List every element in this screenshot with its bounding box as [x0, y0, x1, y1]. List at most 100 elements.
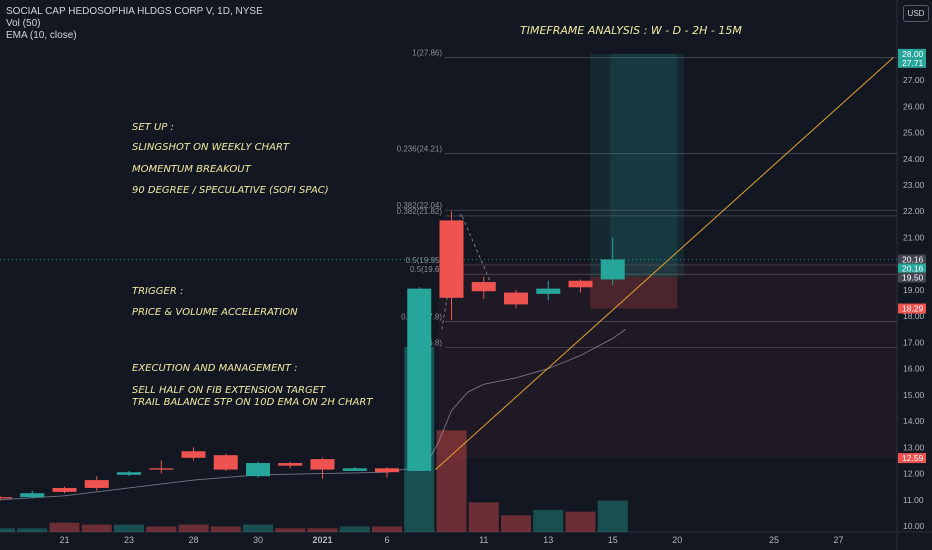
volume-bar	[436, 430, 467, 532]
price-tick-label: 25.00	[903, 128, 925, 138]
volume-bar	[243, 524, 273, 532]
price-marker-bg	[898, 453, 926, 464]
price-marker-label: 28.00	[902, 49, 924, 59]
candle-body	[181, 451, 206, 458]
execution-title: EXECUTION AND MANAGEMENT :	[132, 363, 298, 374]
fib-level-label: 0.5(19.95)	[406, 256, 443, 265]
chart-legend: SOCIAL CAP HEDOSOPHIA HLDGS CORP V, 1D, …	[6, 6, 263, 42]
time-tick-label: 2021	[312, 535, 332, 545]
volume-bar	[275, 528, 306, 532]
candle-body	[407, 288, 432, 471]
trend-line	[435, 57, 894, 470]
price-tick-label: 23.00	[903, 180, 925, 190]
ema-indicator-label[interactable]: EMA (10, close)	[6, 30, 77, 41]
candle-body	[149, 468, 174, 470]
time-tick-label: 20	[672, 535, 682, 545]
time-tick-label: 11	[479, 535, 488, 545]
price-tick-label: 15.00	[903, 390, 925, 400]
price-tick-label: 11.00	[903, 495, 924, 505]
time-tick-label: 30	[253, 535, 263, 545]
timeframe-note: TIMEFRAME ANALYSIS : W - D - 2H - 15M	[520, 24, 742, 37]
price-marker-bg	[898, 272, 926, 283]
candle-body	[536, 288, 561, 294]
price-tick-label: 16.00	[903, 364, 925, 374]
candle-body	[471, 282, 496, 292]
volume-bar	[114, 524, 144, 532]
candle-body	[84, 480, 109, 488]
candle-body	[600, 259, 625, 280]
execution-line-1: SELL HALF ON FIB EXTENSION TARGET	[132, 385, 326, 396]
fib-level-label: 0.5(19.6)	[410, 265, 442, 274]
volume-bar	[597, 500, 628, 532]
setup-line-1: SLINGSHOT ON WEEKLY CHART	[132, 142, 290, 153]
price-tick-label: 10.00	[903, 521, 925, 531]
volume-bar	[49, 522, 80, 532]
trigger-line-1: PRICE & VOLUME ACCELERATION	[132, 307, 298, 318]
symbol-title[interactable]: SOCIAL CAP HEDOSOPHIA HLDGS CORP V, 1D, …	[6, 6, 263, 17]
position-highlight	[610, 53, 685, 277]
volume-bar	[210, 526, 241, 532]
price-tick-label: 13.00	[903, 442, 925, 452]
price-marker-bg	[898, 254, 926, 265]
loss-zone	[438, 262, 897, 459]
setup-line-3: 90 DEGREE / SPECULATIVE (SOFI SPAC)	[132, 185, 329, 196]
price-tick-label: 18.00	[903, 311, 925, 321]
candle-body	[213, 455, 238, 470]
setup-line-2: MOMENTUM BREAKOUT	[132, 164, 251, 175]
fib-level-label: 1(27.86)	[412, 49, 442, 58]
candle-body	[246, 463, 270, 477]
volume-bar	[339, 526, 370, 532]
price-marker-bg	[898, 263, 926, 274]
volume-bar	[146, 526, 177, 532]
price-marker-label: 20.16	[902, 255, 924, 265]
currency-button[interactable]: USD	[903, 5, 929, 22]
time-tick-label: 21	[59, 535, 69, 545]
time-tick-label: 15	[608, 535, 618, 545]
time-tick-label: 25	[769, 535, 779, 545]
time-tick-label: 27	[833, 535, 843, 545]
volume-bar	[0, 528, 15, 532]
price-marker-bg	[898, 57, 926, 68]
volume-bar	[565, 511, 596, 532]
position-target-zone	[590, 53, 678, 277]
candle-body	[504, 292, 528, 305]
setup-title: SET UP :	[132, 122, 174, 133]
candle-body	[310, 459, 335, 470]
volume-bar	[468, 502, 499, 532]
volume-bar	[81, 524, 112, 532]
price-marker-label: 20.16	[902, 264, 924, 274]
candle-body	[117, 472, 141, 475]
time-tick-label: 13	[543, 535, 553, 545]
price-marker-label: 27.71	[902, 58, 924, 68]
price-tick-label: 19.00	[903, 285, 925, 295]
position-stop-zone	[590, 276, 678, 309]
candle-body	[342, 468, 367, 471]
price-marker-label: 12.59	[902, 453, 924, 463]
fib-level-label: 0.382(21.82)	[397, 207, 443, 216]
candle-body	[0, 497, 12, 499]
candle-body	[375, 468, 399, 473]
price-marker-bg	[898, 303, 926, 314]
price-tick-label: 12.00	[903, 469, 925, 479]
volume-bar	[533, 509, 564, 532]
candle-body	[20, 493, 45, 498]
candle-body	[52, 487, 77, 492]
candle-body	[439, 220, 464, 298]
fib-level-label: 0.236(24.21)	[397, 144, 443, 153]
price-marker-label: 18.29	[902, 304, 924, 314]
price-tick-label: 21.00	[903, 232, 925, 242]
price-tick-label: 14.00	[903, 416, 925, 426]
volume-bar	[17, 528, 48, 532]
candle-body	[568, 280, 593, 288]
volume-indicator-label[interactable]: Vol (50)	[6, 18, 41, 29]
price-tick-label: 27.00	[903, 75, 925, 85]
price-marker-bg	[898, 48, 926, 59]
volume-bar	[501, 515, 531, 532]
price-tick-label: 24.00	[903, 154, 925, 164]
projection-path	[441, 212, 494, 330]
price-tick-label: 22.00	[903, 206, 925, 216]
trigger-title: TRIGGER :	[132, 286, 184, 297]
candle-body	[278, 463, 303, 466]
ema-line	[0, 328, 626, 501]
